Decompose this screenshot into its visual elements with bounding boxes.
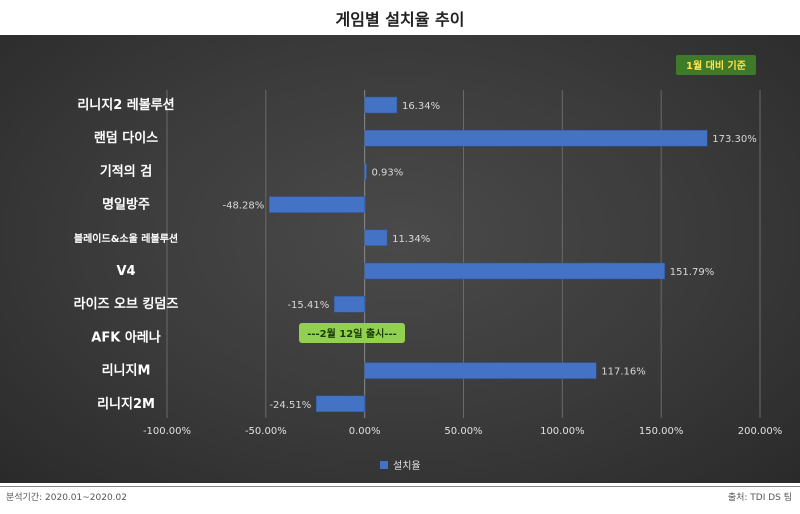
chart-title: 게임별 설치율 추이 [335, 10, 465, 29]
analysis-period: 분석기간: 2020.01~2020.02 [6, 493, 127, 503]
bar [364, 129, 708, 147]
category-label: AFK 아레나 [91, 329, 160, 345]
bar [364, 96, 398, 114]
bars [268, 96, 708, 413]
x-tick-label: -50.00% [245, 426, 287, 437]
data-label: 16.34% [402, 101, 440, 112]
legend-label: 설치율 [393, 460, 421, 472]
bar [315, 395, 365, 413]
data-label: 117.16% [601, 367, 646, 378]
release-note-badge: ---2월 12일 출시--- [299, 323, 405, 343]
x-tick-label: 0.00% [349, 426, 381, 437]
baseline-note-badge: 1월 대비 기준 [676, 55, 756, 75]
data-label: 11.34% [392, 234, 430, 245]
footer-divider [0, 486, 800, 487]
x-tick-label: -100.00% [143, 426, 191, 437]
x-tick-label: 200.00% [738, 426, 783, 437]
release-note-box [299, 323, 405, 343]
data-label: -48.28% [222, 201, 264, 212]
data-label: 151.79% [670, 267, 715, 278]
category-label: 명일방주 [102, 197, 150, 213]
release-note-text: ---2월 12일 출시--- [307, 327, 397, 340]
category-label: 기적의 검 [100, 163, 152, 179]
data-label: 173.30% [712, 134, 757, 145]
category-label: V4 [116, 264, 135, 279]
x-tick-label: 50.00% [444, 426, 482, 437]
x-tick-label: 100.00% [540, 426, 585, 437]
data-label: -24.51% [269, 400, 311, 411]
bar [333, 295, 365, 313]
x-tick-label: 150.00% [639, 426, 684, 437]
legend-swatch [380, 461, 388, 469]
data-label: 0.93% [372, 167, 404, 178]
category-label: 리니지2 레볼루션 [77, 97, 174, 113]
bar [364, 163, 367, 180]
baseline-note-box [676, 55, 756, 75]
baseline-note-text: 1월 대비 기준 [686, 59, 746, 72]
chart-area: -100.00% -50.00% 0.00% 50.00% 100.00% 150.00%… [0, 35, 800, 483]
bar-chart: -100.00% -50.00% 0.00% 50.00% 100.00% 150.00%… [74, 55, 783, 472]
labels: -100.00% -50.00% 0.00% 50.00% 100.00% 150.00%… [74, 97, 783, 437]
bar [364, 262, 665, 280]
legend: 설치율 [380, 460, 421, 472]
bar [364, 362, 597, 379]
category-label: 랜덤 다이스 [94, 130, 158, 146]
category-label: 리니지2M [97, 396, 155, 412]
bar [268, 196, 365, 213]
source-credit: 출처: TDI DS 팀 [727, 493, 792, 503]
category-label: 리니지M [102, 363, 151, 379]
category-label: 라이즈 오브 킹덤즈 [74, 296, 179, 312]
data-label: -15.41% [287, 300, 329, 311]
category-label: 블레이드&소울 레볼루션 [74, 232, 178, 245]
bar [364, 229, 388, 247]
